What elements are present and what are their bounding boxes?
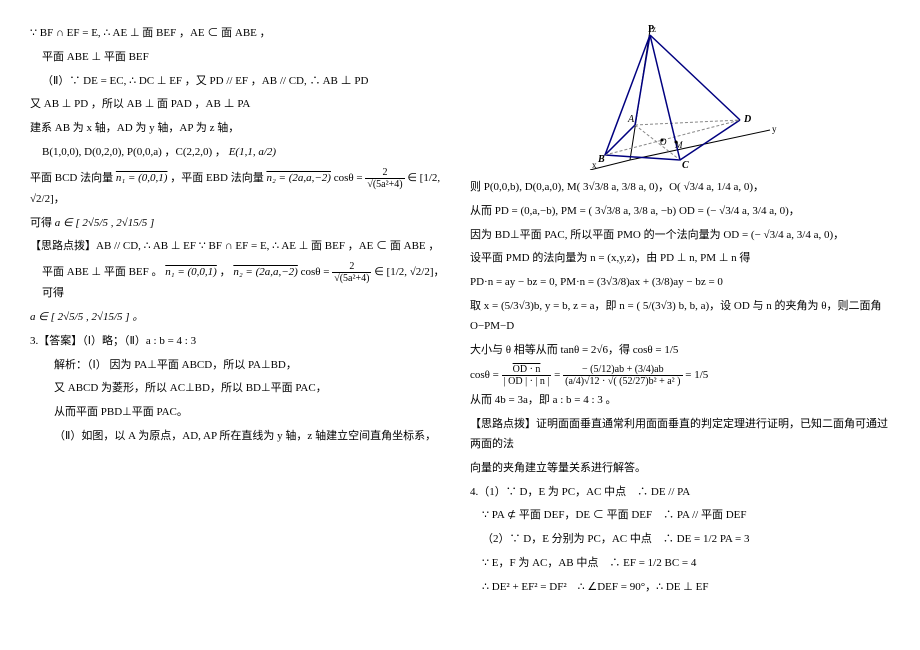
coords: B(1,0,0), D(0,2,0), P(0,0,a) ，C(2,2,0) ，: [42, 146, 226, 158]
text-line: 从而 4b = 3a，即 a : b = 4 : 3 。: [470, 391, 890, 411]
hint-line: 【思路点拨】证明面面垂直通常利用面面垂直的判定定理进行证明，已知二面角可通过两面…: [470, 415, 890, 455]
text-line: （Ⅱ）∵ DE = EC, ∴ DC ⊥ EF ，又 PD // EF ，AB …: [30, 72, 450, 92]
text-line: 建系 AB 为 x 轴，AD 为 y 轴，AP 为 z 轴，: [30, 119, 450, 139]
label: 平面 ABE ⊥ 平面 BEF 。: [42, 266, 163, 278]
text-line: 则 P(0,0,b), D(0,a,0), M( 3√3/8 a, 3/8 a,…: [470, 178, 890, 198]
text-line: 可得 a ∈ [ 2√5/5 , 2√15/5 ]: [30, 214, 450, 234]
cos-formula: cosθ = OD · n | OD | · | n | = − (5/12)a…: [470, 364, 890, 387]
denominator: | OD | · | n |: [502, 376, 552, 387]
fraction: 2 √(5a²+4): [365, 167, 404, 190]
label: ，: [220, 266, 231, 278]
range-a: a ∈ [ 2√5/5 , 2√15/5 ]: [55, 217, 155, 229]
text-line: 【思路点拨】AB // CD, ∴ AB ⊥ EF ∵ BF ∩ EF = E,…: [30, 237, 450, 257]
text-line: PD·n = ay − bz = 0, PM·n = (3√3/8)ax + (…: [470, 273, 890, 293]
svg-text:B: B: [597, 154, 605, 165]
label: cosθ =: [470, 369, 502, 381]
text-line: 平面 BCD 法向量 n₁ = (0,0,1) ，平面 EBD 法向量 n₂ =…: [30, 167, 450, 210]
vector-n1: n₁ = (0,0,1): [165, 266, 217, 278]
text-line: 又 AB ⊥ PD ，所以 AB ⊥ 面 PAD ，AB ⊥ PA: [30, 95, 450, 115]
text-line: 又 ABCD 为菱形，所以 AC⊥BD，所以 BD⊥平面 PAC，: [30, 379, 450, 399]
right-column: x y z P A B C D O M 则 P(0,0,b), D(0,a,0)…: [460, 20, 890, 630]
label: ，平面 EBD 法向量: [170, 172, 264, 184]
numerator: 2: [332, 261, 371, 273]
svg-text:O: O: [660, 137, 667, 147]
text-line: ∵ PA ⊄ 平面 DEF，DE ⊂ 平面 DEF ∴ PA // 平面 DEF: [470, 506, 890, 526]
text-line: 平面 ABE ⊥ 平面 BEF 。 n₁ = (0,0,1) ， n₂ = (2…: [30, 261, 450, 304]
label: 平面 BCD 法向量: [30, 172, 113, 184]
vector-n2: n₂ = (2a,a,−2): [233, 266, 298, 278]
svg-text:C: C: [682, 160, 689, 170]
equals: =: [554, 369, 563, 381]
numerator: − (5/12)ab + (3/4)ab: [563, 364, 682, 376]
fraction: 2 √(5a²+4): [332, 261, 371, 284]
range-a: a ∈ [ 2√5/5 , 2√15/5 ] 。: [30, 311, 143, 323]
svg-text:D: D: [743, 114, 751, 125]
hint-line: 向量的夹角建立等量关系进行解答。: [470, 459, 890, 479]
text-line: 设平面 PMD 的法向量为 n = (x,y,z)，由 PD ⊥ n, PM ⊥…: [470, 249, 890, 269]
text-line: 平面 ABE ⊥ 平面 BEF: [30, 48, 450, 68]
text-line: 取 x = (5/3√3)b, y = b, z = a，即 n = ( 5/(…: [470, 297, 890, 337]
point-E: E(1,1, a/2): [229, 146, 276, 158]
text-line: 大小与 θ 相等从而 tanθ = 2√6，得 cosθ = 1/5: [470, 341, 890, 361]
fraction: OD · n | OD | · | n |: [502, 364, 552, 387]
text-line: B(1,0,0), D(0,2,0), P(0,0,a) ，C(2,2,0) ，…: [30, 143, 450, 163]
text-line: ∴ DE² + EF² = DF² ∴ ∠DEF = 90°，∴ DE ⊥ EF: [470, 578, 890, 598]
denominator: (a/4)√12 · √( (52/27)b² + a² ): [563, 376, 682, 387]
fraction: − (5/12)ab + (3/4)ab (a/4)√12 · √( (52/2…: [563, 364, 682, 387]
result: = 1/5: [685, 369, 708, 381]
numerator: OD · n: [502, 364, 552, 376]
vector-n1: n₁ = (0,0,1): [116, 172, 168, 184]
numerator: 2: [365, 167, 404, 179]
text-line: 因为 BD⊥平面 PAC, 所以平面 PMO 的一个法向量为 OD = (− √…: [470, 226, 890, 246]
text-line: 解析：（Ⅰ） 因为 PA⊥平面 ABCD，所以 PA⊥BD，: [30, 356, 450, 376]
denominator: √(5a²+4): [332, 273, 371, 284]
label: cosθ =: [334, 172, 366, 184]
text-line: （2）∵ D，E 分别为 PC，AC 中点 ∴ DE = 1/2 PA = 3: [470, 530, 890, 550]
denominator: √(5a²+4): [365, 179, 404, 190]
text-line: ∵ E，F 为 AC，AB 中点 ∴ EF = 1/2 BC = 4: [470, 554, 890, 574]
text-line: a ∈ [ 2√5/5 , 2√15/5 ] 。: [30, 308, 450, 328]
answer-4: 4.（1）∵ D，E 为 PC，AC 中点 ∴ DE // PA: [470, 483, 890, 503]
vector-n2: n₂ = (2a,a,−2): [266, 172, 331, 184]
text-line: ∵ BF ∩ EF = E, ∴ AE ⊥ 面 BEF ，AE ⊂ 面 ABE …: [30, 24, 450, 44]
svg-text:x: x: [592, 160, 597, 170]
svg-text:A: A: [627, 114, 635, 125]
text-line: 从而平面 PBD⊥平面 PAC。: [30, 403, 450, 423]
svg-text:y: y: [772, 124, 777, 134]
text-line: （Ⅱ）如图，以 A 为原点，AD, AP 所在直线为 y 轴，z 轴建立空间直角…: [30, 427, 450, 447]
left-column: ∵ BF ∩ EF = E, ∴ AE ⊥ 面 BEF ，AE ⊂ 面 ABE …: [30, 20, 460, 630]
text-line: 从而 PD = (0,a,−b), PM = ( 3√3/8 a, 3/8 a,…: [470, 202, 890, 222]
geometry-diagram: x y z P A B C D O M: [580, 20, 780, 170]
svg-text:P: P: [648, 24, 654, 35]
answer-3: 3.【答案】（Ⅰ）略；（Ⅱ）a : b = 4 : 3: [30, 332, 450, 352]
label: cosθ =: [301, 266, 333, 278]
label: 可得: [30, 217, 52, 229]
